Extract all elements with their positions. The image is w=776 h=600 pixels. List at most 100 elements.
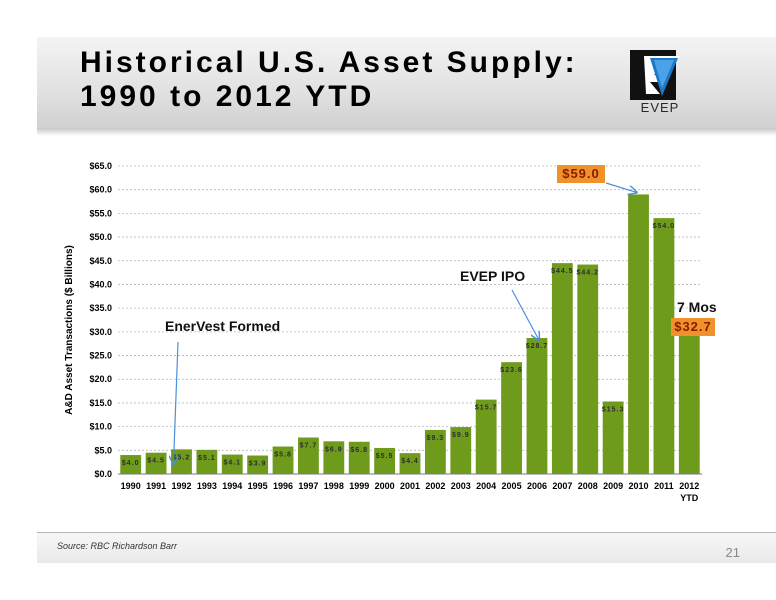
x-tick-label: 2011 xyxy=(654,481,674,491)
x-axis-ticks: 1990 1991 1992 1993 1994 1995 1996 1997 1998 1999… xyxy=(121,481,700,503)
bar-2011 xyxy=(653,218,675,474)
data-label-2006: $28.7 xyxy=(526,343,549,350)
logo-text: EVEP xyxy=(640,100,680,115)
data-label-2000: $5.5 xyxy=(376,453,394,460)
slide-title-line-2: 1990 to 2012 YTD xyxy=(80,80,375,113)
y-tick-label: $10.0 xyxy=(89,422,112,432)
data-label-2011: $54.0 xyxy=(653,223,676,230)
bar-2008 xyxy=(577,264,599,474)
x-tick-label: 1995 xyxy=(248,481,268,491)
y-tick-label: $25.0 xyxy=(89,351,112,361)
source-note: Source: RBC Richardson Barr xyxy=(57,541,178,551)
x-tick-label: 2001 xyxy=(400,481,420,491)
highlight-label-2010: $59.0 xyxy=(557,165,605,183)
x-tick-label: 2000 xyxy=(375,481,395,491)
data-label-1992: $5.2 xyxy=(173,454,191,461)
x-tick-label: 1993 xyxy=(197,481,217,491)
bar-2003 xyxy=(450,427,472,474)
bar-2004 xyxy=(475,399,497,474)
bar-1993 xyxy=(196,449,218,474)
x-tick-sublabel: YTD xyxy=(680,493,699,503)
x-tick-label: 2006 xyxy=(527,481,547,491)
data-label-1990: $4.0 xyxy=(122,460,140,467)
y-tick-label: $55.0 xyxy=(89,208,112,218)
bar-1990 xyxy=(120,455,142,474)
slide-title-line-1: Historical U.S. Asset Supply: xyxy=(80,46,578,79)
footer-band xyxy=(37,533,776,563)
data-label-2003: $9.9 xyxy=(452,432,470,439)
data-label-1991: $4.5 xyxy=(147,458,165,465)
x-tick-label: 1990 xyxy=(121,481,141,491)
x-tick-label: 1998 xyxy=(324,481,344,491)
x-tick-label: 1997 xyxy=(298,481,318,491)
highlight-label-2012: $32.7 xyxy=(671,318,715,336)
bar-2012 xyxy=(678,319,700,474)
bar-2005 xyxy=(501,362,522,474)
arrow-2010-peak xyxy=(605,182,637,192)
slide-title: Historical U.S. Asset Supply: 1990 to 20… xyxy=(80,46,600,114)
y-tick-label: $0.0 xyxy=(94,469,112,479)
bar-1999 xyxy=(348,441,370,474)
annotation-evep-ipo: EVEP IPO xyxy=(460,268,526,284)
bar-2010 xyxy=(628,194,649,474)
bar-1991 xyxy=(145,452,167,474)
y-tick-label: $20.0 xyxy=(89,374,112,384)
evep-logo-icon xyxy=(630,50,680,100)
bar-2002 xyxy=(424,429,446,474)
bar-1997 xyxy=(298,437,319,474)
data-label-1999: $6.8 xyxy=(350,447,368,454)
data-label-2007: $44.5 xyxy=(551,268,574,275)
x-tick-label: 1999 xyxy=(349,481,369,491)
y-axis-label: A&D Asset Transactions ($ Billions) xyxy=(64,245,75,415)
bar-2007 xyxy=(551,263,573,474)
data-label-1994: $4.1 xyxy=(223,460,241,467)
bar-data-labels: $4.0 $4.5 $5.2 $5.1 $4.1 $3.9 $5.8 $7.7 $6.9 $6.8… xyxy=(122,223,676,468)
x-tick-label: 2005 xyxy=(502,481,522,491)
arrow-enervest-formed xyxy=(173,341,179,464)
y-tick-label: $45.0 xyxy=(89,256,112,266)
y-axis-ticks: $0.0 $5.0 $10.0 $15.0 $20.0 $25.0 $30.0 $35.0 $4… xyxy=(89,161,112,479)
y-tick-label: $40.0 xyxy=(89,279,112,289)
x-tick-label: 1994 xyxy=(222,481,242,491)
annotation-7-mos: 7 Mos xyxy=(677,299,717,315)
x-tick-label: 2012 xyxy=(679,481,699,491)
x-tick-label: 2002 xyxy=(425,481,445,491)
x-tick-label: 1991 xyxy=(146,481,166,491)
x-tick-label: 1992 xyxy=(171,481,191,491)
data-label-2001: $4.4 xyxy=(401,458,419,465)
x-tick-label: 1996 xyxy=(273,481,293,491)
data-label-1997: $7.7 xyxy=(300,443,318,450)
x-tick-label: 2010 xyxy=(629,481,649,491)
data-label-1998: $6.9 xyxy=(325,446,343,453)
y-tick-label: $60.0 xyxy=(89,185,112,195)
x-tick-label: 2008 xyxy=(578,481,598,491)
y-tick-label: $65.0 xyxy=(89,161,112,171)
data-label-1993: $5.1 xyxy=(198,455,216,462)
footer-divider xyxy=(37,532,776,533)
title-banner-shadow xyxy=(37,128,776,136)
bar-2000 xyxy=(374,447,396,474)
bar-2001 xyxy=(399,453,421,474)
bar-1995 xyxy=(247,455,269,474)
data-label-2002: $9.3 xyxy=(427,435,445,442)
data-label-1996: $5.8 xyxy=(274,452,292,459)
x-tick-label: 2004 xyxy=(476,481,496,491)
page-number: 21 xyxy=(725,545,740,560)
bar-1998 xyxy=(323,441,345,474)
data-label-2004: $15.7 xyxy=(475,405,498,412)
data-label-2009: $15.3 xyxy=(602,407,625,414)
data-label-2005: $23.6 xyxy=(500,367,523,374)
y-tick-label: $50.0 xyxy=(89,232,112,242)
x-tick-label: 2003 xyxy=(451,481,471,491)
annotation-enervest-formed: EnerVest Formed xyxy=(165,318,281,334)
bar-1996 xyxy=(272,446,294,474)
data-label-1995: $3.9 xyxy=(249,461,267,468)
arrow-evep-ipo xyxy=(511,289,539,340)
chart-bars xyxy=(120,194,700,474)
y-tick-label: $30.0 xyxy=(89,327,112,337)
y-tick-label: $5.0 xyxy=(94,445,112,455)
x-tick-label: 2007 xyxy=(552,481,572,491)
bar-2009 xyxy=(602,401,624,474)
data-label-2008: $44.2 xyxy=(576,270,599,277)
